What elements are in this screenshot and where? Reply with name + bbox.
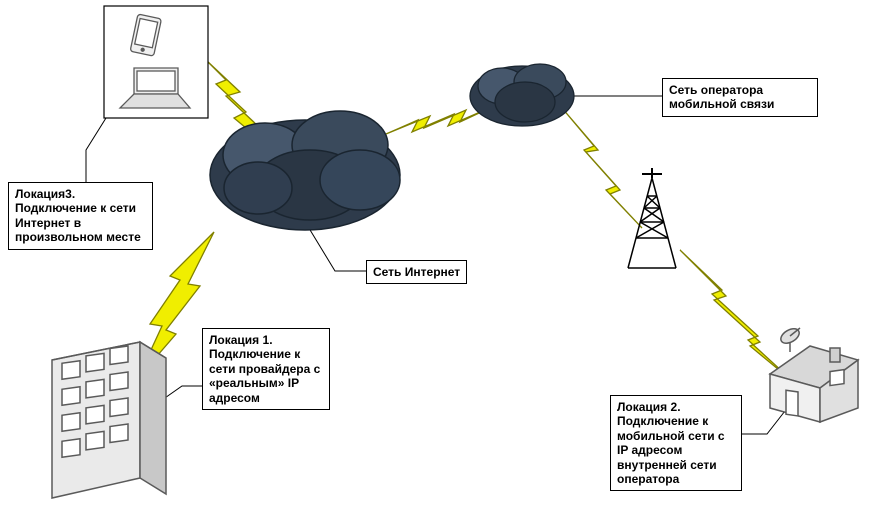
mobile-operator-text: Сеть оператора мобильной связи bbox=[669, 83, 774, 111]
mobile-operator-label: Сеть оператора мобильной связи bbox=[662, 78, 818, 117]
diagram-canvas: Локация3. Подключение к сети Интернет в … bbox=[0, 0, 883, 519]
location2-label: Локация 2. Подключение к мобильной сети … bbox=[610, 395, 742, 491]
location3-label: Локация3. Подключение к сети Интернет в … bbox=[8, 182, 153, 250]
location2-text: Локация 2. Подключение к мобильной сети … bbox=[617, 400, 725, 486]
location3-text: Локация3. Подключение к сети Интернет в … bbox=[15, 187, 141, 244]
house-icon bbox=[770, 326, 858, 422]
location1-text: Локация 1. Подключение к сети провайдера… bbox=[209, 333, 320, 405]
mobile-cloud-icon bbox=[470, 64, 574, 126]
internet-label: Сеть Интернет bbox=[366, 260, 467, 284]
devices-box bbox=[104, 6, 208, 118]
internet-cloud-icon bbox=[210, 111, 400, 230]
building-icon bbox=[52, 342, 166, 498]
internet-text: Сеть Интернет bbox=[373, 265, 460, 279]
location1-label: Локация 1. Подключение к сети провайдера… bbox=[202, 328, 330, 410]
cell-tower-icon bbox=[628, 168, 676, 268]
